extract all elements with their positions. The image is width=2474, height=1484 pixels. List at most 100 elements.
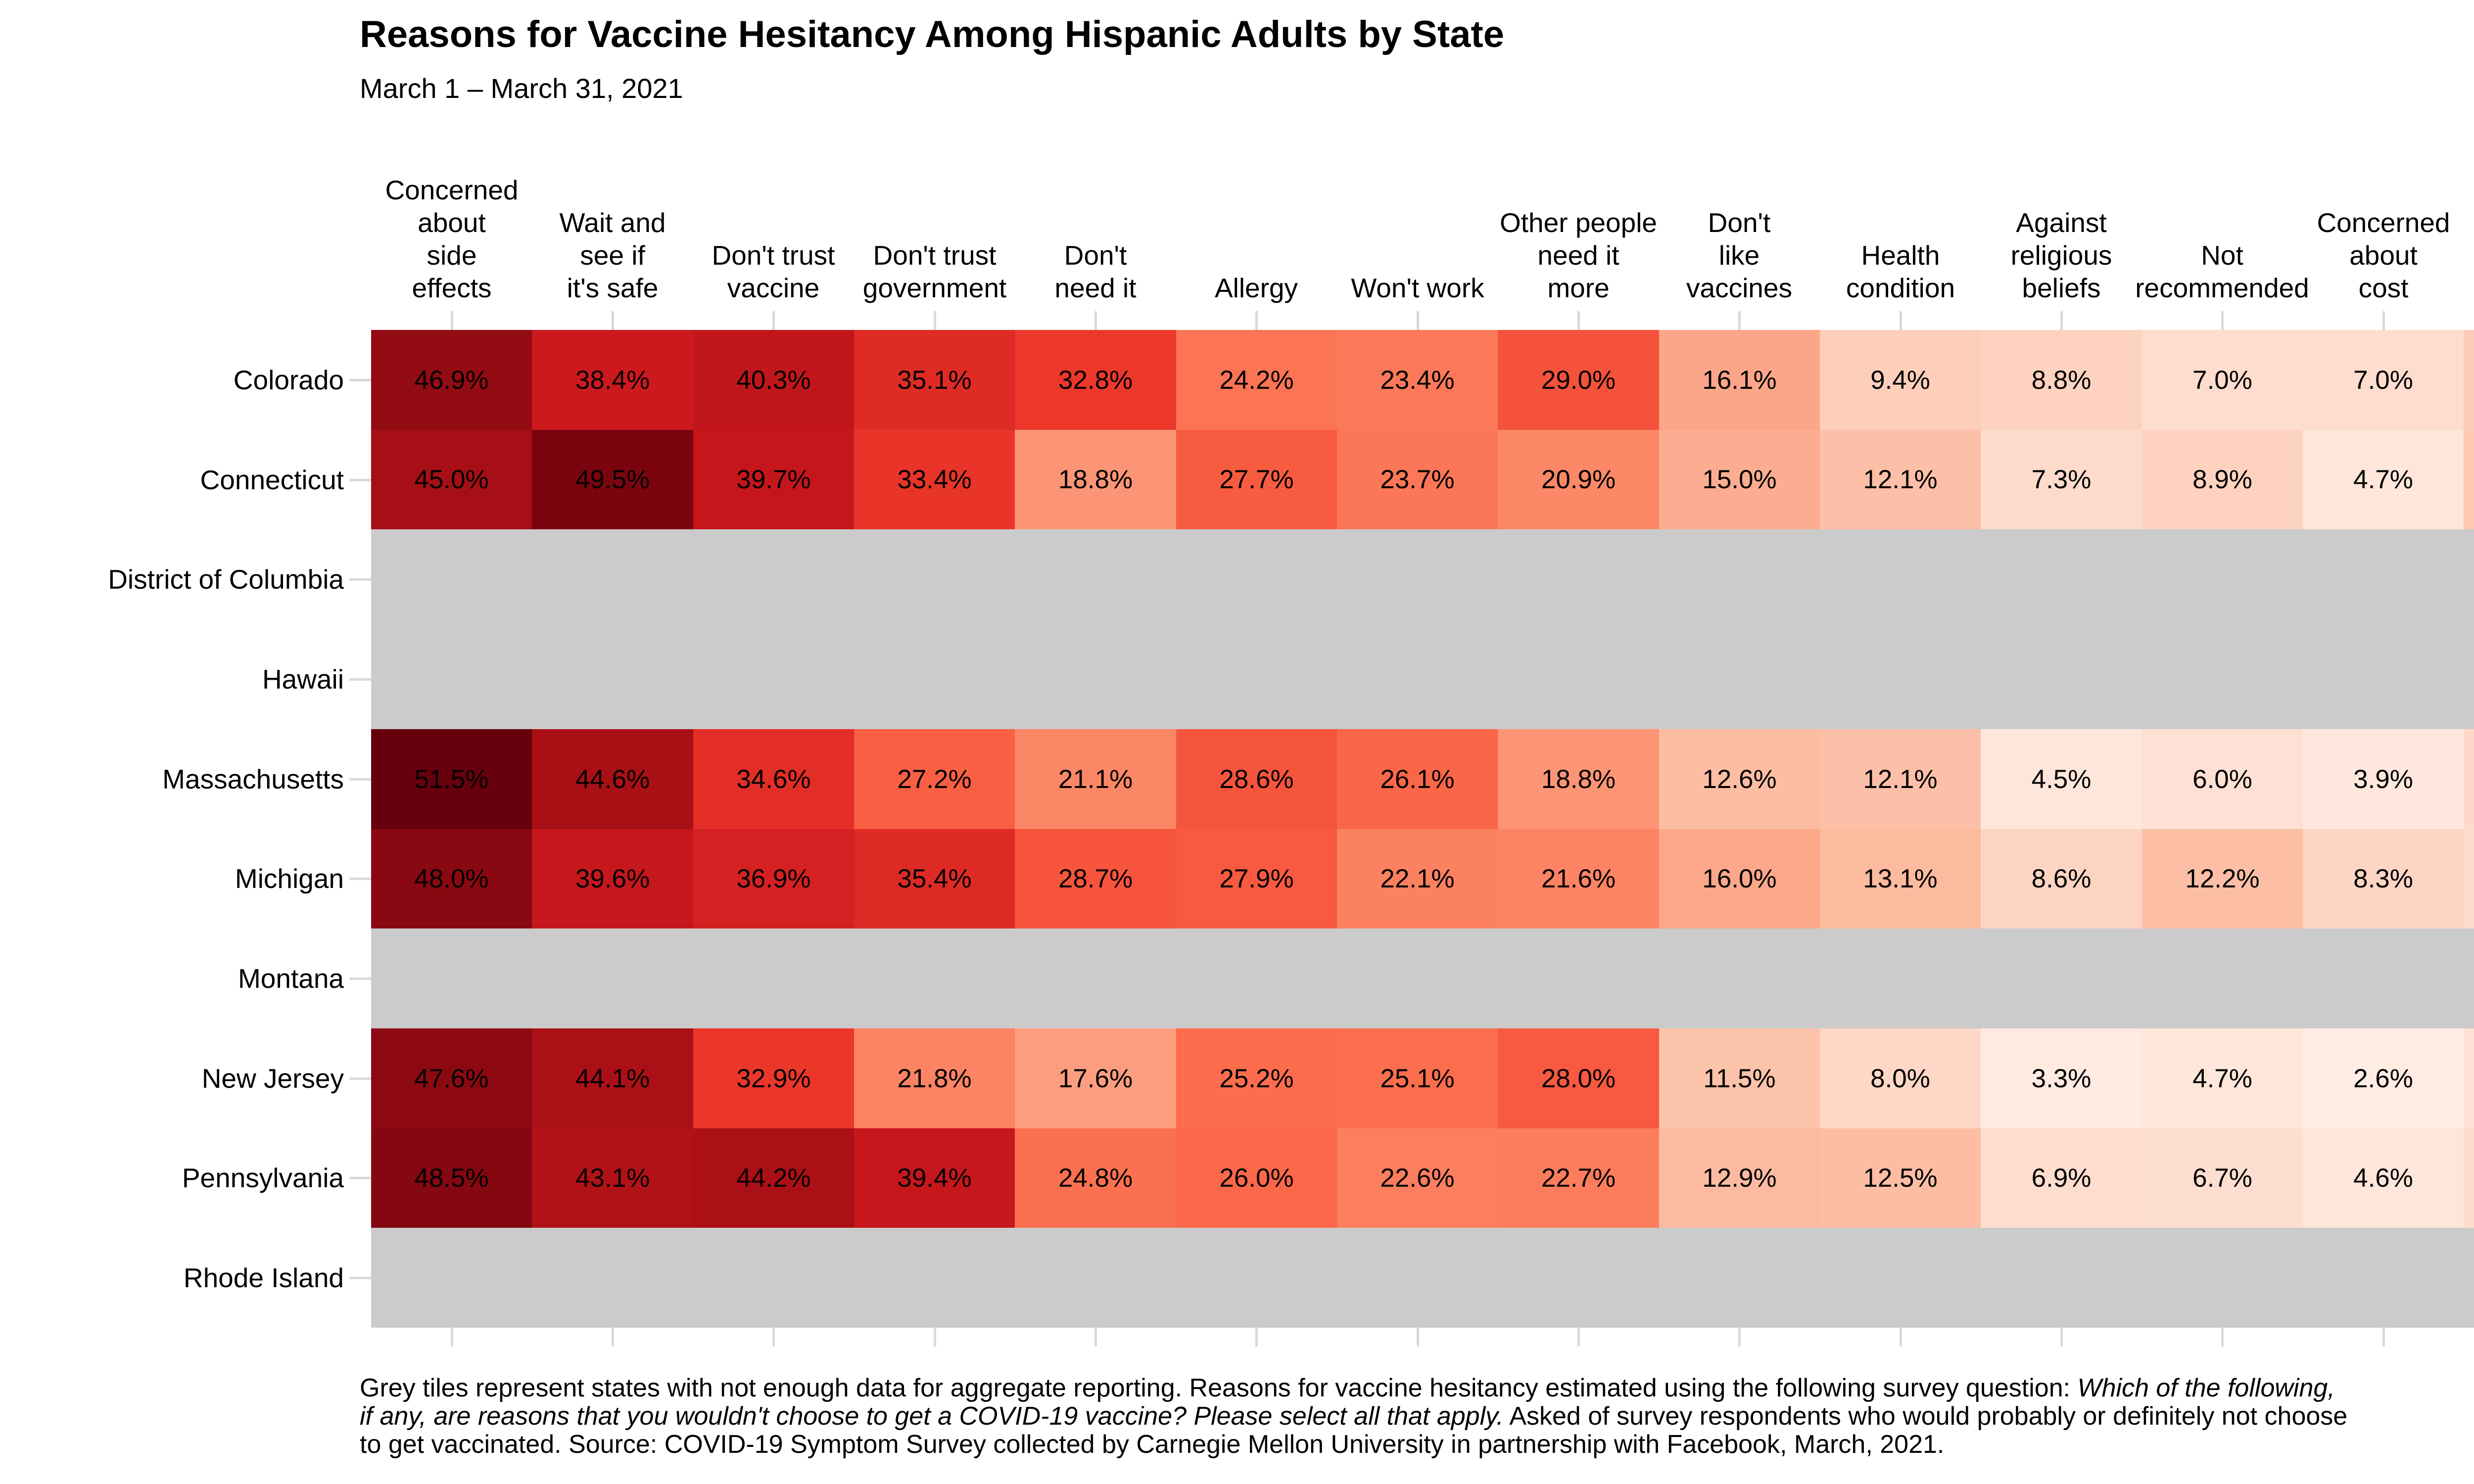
- column-tick-bottom: [1094, 1328, 1097, 1346]
- column-tick-top: [772, 311, 775, 330]
- heatmap-cell: 38.4%: [532, 330, 693, 430]
- footnote-line: Grey tiles represent states with not eno…: [360, 1374, 2335, 1402]
- heatmap-cell: 8.3%: [2303, 829, 2464, 928]
- heatmap-cell: 4.7%: [2142, 1028, 2303, 1128]
- heatmap-cell: 36.9%: [693, 829, 854, 928]
- column-header-dont-trust-government: Don't trust government: [862, 240, 1007, 303]
- heatmap-cell: 8.8%: [1981, 330, 2142, 430]
- row-tick-left: [349, 1277, 371, 1279]
- heatmap-cell: 18.8%: [1015, 430, 1176, 529]
- column-tick-top: [2221, 311, 2224, 330]
- column-tick-top: [2382, 311, 2385, 330]
- column-tick-bottom: [2382, 1328, 2385, 1346]
- heatmap-cell: 12.5%: [1820, 1128, 1981, 1228]
- column-tick-bottom: [772, 1328, 775, 1346]
- heatmap-cell: 28.7%: [1015, 829, 1176, 928]
- heatmap-cell: 22.1%: [1337, 829, 1498, 928]
- missing-data-row: [371, 928, 2474, 1028]
- heatmap-cell: 27.2%: [854, 729, 1015, 829]
- row-tick-left: [349, 1077, 371, 1080]
- heatmap-cell: 24.2%: [1176, 330, 1337, 430]
- heatmap-cell: 22.6%: [1337, 1128, 1498, 1228]
- column-tick-bottom: [1738, 1328, 1741, 1346]
- row-label-state: New Jersey: [201, 1063, 344, 1094]
- heatmap-cell: 27.9%: [1176, 829, 1337, 928]
- column-header-dont-like-vaccines: Don't like vaccines: [1686, 207, 1792, 303]
- heatmap-cell: 10.0%: [2464, 330, 2474, 430]
- chart-title: Reasons for Vaccine Hesitancy Among Hisp…: [360, 13, 1505, 55]
- heatmap-cell: 8.6%: [1981, 829, 2142, 928]
- heatmap-cell: 6.7%: [2142, 1128, 2303, 1228]
- row-label-state: Colorado: [233, 365, 344, 395]
- column-header-other-people-need-it-more: Other people need it more: [1500, 207, 1657, 303]
- heatmap-cell: 17.6%: [1015, 1028, 1176, 1128]
- missing-data-row: [371, 1228, 2474, 1328]
- heatmap-cell: 11.5%: [1659, 1028, 1820, 1128]
- heatmap-cell: 7.8%: [2464, 729, 2474, 829]
- heatmap-cell: 39.4%: [854, 1128, 1015, 1228]
- column-tick-top: [1577, 311, 1580, 330]
- heatmap-cell: 25.1%: [1337, 1028, 1498, 1128]
- column-header-wont-work: Won't work: [1351, 273, 1484, 303]
- row-tick-left: [349, 678, 371, 681]
- column-header-not-recommended: Not recommended: [2135, 240, 2309, 303]
- column-tick-bottom: [451, 1328, 453, 1346]
- column-tick-top: [612, 311, 614, 330]
- column-tick-top: [1417, 311, 1419, 330]
- heatmap-cell: 2.6%: [2303, 1028, 2464, 1128]
- heatmap-cell: 45.0%: [371, 430, 532, 529]
- column-header-health-condition: Health condition: [1846, 240, 1955, 303]
- heatmap-cell: 20.9%: [1498, 430, 1659, 529]
- missing-data-row: [371, 629, 2474, 729]
- column-header-wait-and-see-if-its-safe: Wait and see if it's safe: [559, 207, 666, 303]
- row-tick-left: [349, 479, 371, 481]
- row-label-state: Montana: [238, 963, 344, 994]
- heatmap-cell: 32.8%: [1015, 330, 1176, 430]
- column-tick-bottom: [2221, 1328, 2224, 1346]
- heatmap-cell: 9.4%: [1820, 330, 1981, 430]
- column-tick-bottom: [934, 1328, 936, 1346]
- row-label-state: Connecticut: [200, 464, 344, 495]
- heatmap-cell: 7.0%: [2142, 330, 2303, 430]
- heatmap-cell: 15.0%: [1659, 430, 1820, 529]
- heatmap-cell: 23.4%: [1337, 330, 1498, 430]
- column-header-against-religious-beliefs: Against religious beliefs: [2010, 207, 2112, 303]
- heatmap-cell: 23.7%: [1337, 430, 1498, 529]
- heatmap-cell: 6.0%: [2142, 729, 2303, 829]
- heatmap-cell: 26.0%: [1176, 1128, 1337, 1228]
- heatmap-cell: 12.9%: [1659, 1128, 1820, 1228]
- heatmap-cell: 44.1%: [532, 1028, 693, 1128]
- heatmap-cell: 3.9%: [2303, 729, 2464, 829]
- row-tick-left: [349, 578, 371, 581]
- heatmap-cell: 7.0%: [2303, 330, 2464, 430]
- missing-data-row: [371, 529, 2474, 629]
- heatmap-cell: 22.7%: [1498, 1128, 1659, 1228]
- heatmap-cell: 35.1%: [854, 330, 1015, 430]
- heatmap-cell: 25.2%: [1176, 1028, 1337, 1128]
- row-label-state: Pennsylvania: [182, 1162, 344, 1193]
- column-tick-top: [2060, 311, 2063, 330]
- row-label-state: Hawaii: [262, 664, 344, 695]
- column-tick-top: [451, 311, 453, 330]
- column-header-dont-need-it: Don't need it: [1054, 240, 1137, 303]
- heatmap-cell: 24.8%: [1015, 1128, 1176, 1228]
- heatmap-cell: 28.6%: [1176, 729, 1337, 829]
- column-header-allergy: Allergy: [1214, 273, 1298, 303]
- column-tick-top: [1255, 311, 1258, 330]
- heatmap-cell: 3.3%: [1981, 1028, 2142, 1128]
- heatmap-cell: 18.8%: [1498, 729, 1659, 829]
- heatmap-cell: 10.5%: [2464, 430, 2474, 529]
- column-header-pregnancy: Pregnancy: [2383, 272, 2474, 304]
- column-header-dont-trust-vaccine: Don't trust vaccine: [712, 240, 835, 303]
- heatmap-cell: 7.2%: [2464, 829, 2474, 928]
- heatmap-cell: 34.6%: [693, 729, 854, 829]
- heatmap-cell: 6.9%: [1981, 1128, 2142, 1228]
- heatmap-cell: 51.5%: [371, 729, 532, 829]
- heatmap-cell: 39.7%: [693, 430, 854, 529]
- column-header-concerned-about-cost: Concerned about cost: [2317, 207, 2450, 303]
- row-tick-left: [349, 878, 371, 880]
- heatmap-cell: 16.1%: [1659, 330, 1820, 430]
- heatmap-cell: 21.6%: [1498, 829, 1659, 928]
- heatmap-cell: 13.1%: [1820, 829, 1981, 928]
